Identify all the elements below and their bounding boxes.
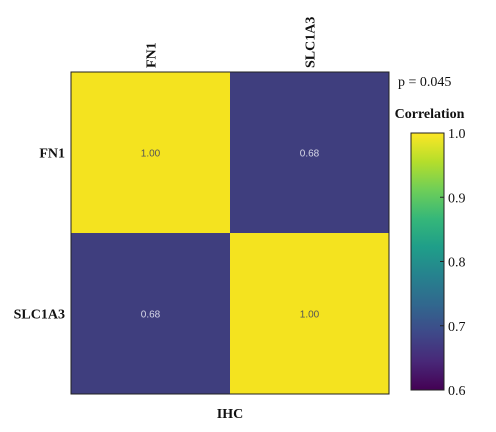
colorbar-tick-label-2: 0.8	[448, 256, 466, 271]
heatmap-cell-1-1	[230, 233, 389, 394]
colorbar	[410, 132, 445, 391]
plot-frame	[70, 71, 390, 395]
colorbar-ticks: 1.0 0.9 0.8 0.7 0.6	[440, 127, 466, 399]
x-tick-label-1: SLC1A3	[304, 17, 319, 68]
cell-label-0-1: 0.68	[300, 149, 320, 160]
colorbar-tick-label-3: 0.7	[448, 320, 466, 335]
heatmap-cell-0-0	[71, 72, 230, 233]
cell-label-0-0: 1.00	[141, 149, 161, 160]
p-value-annotation: p = 0.045	[398, 75, 451, 90]
x-axis-label: IHC	[217, 407, 243, 422]
colorbar-tick-label-0: 1.0	[448, 127, 466, 142]
x-tick-label-0: FN1	[145, 42, 160, 68]
cell-label-1-1: 1.00	[300, 310, 320, 321]
colorbar-title: Correlation	[395, 107, 465, 122]
x-tick-labels: FN1 SLC1A3	[145, 17, 319, 68]
heatmap-cell-0-1	[230, 72, 389, 233]
colorbar-tick-label-1: 0.9	[448, 191, 466, 206]
heatmap-cell-1-0	[71, 233, 230, 394]
cell-label-1-0: 0.68	[141, 310, 161, 321]
heatmap-cells: 1.00 0.68 0.68 1.00	[71, 72, 389, 394]
y-tick-label-0: FN1	[39, 147, 65, 162]
y-tick-labels: FN1 SLC1A3	[14, 147, 65, 323]
y-tick-label-1: SLC1A3	[14, 308, 65, 323]
colorbar-tick-label-4: 0.6	[448, 384, 466, 399]
